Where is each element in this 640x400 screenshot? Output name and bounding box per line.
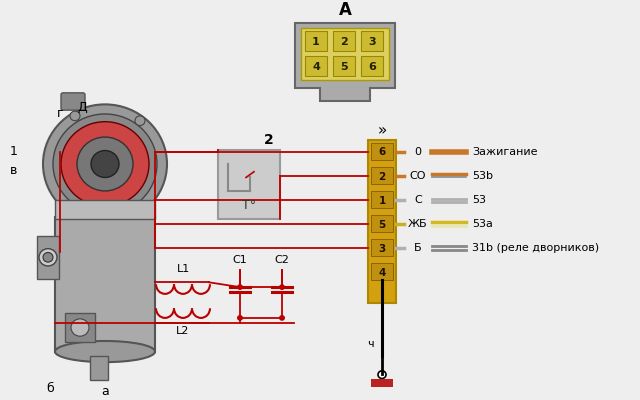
Circle shape <box>237 284 243 290</box>
Polygon shape <box>295 23 395 102</box>
Text: CO: CO <box>410 170 426 180</box>
Circle shape <box>70 111 80 121</box>
Bar <box>55 217 155 352</box>
Text: Б: Б <box>414 243 422 253</box>
Text: Д: Д <box>77 101 87 114</box>
Text: Зажигание: Зажигание <box>472 146 538 156</box>
Text: а: а <box>101 386 109 398</box>
Text: 4: 4 <box>378 268 386 278</box>
Circle shape <box>39 249 57 266</box>
Text: 5: 5 <box>340 62 348 72</box>
Bar <box>37 236 59 280</box>
Text: 3: 3 <box>368 37 376 47</box>
Bar <box>333 56 355 76</box>
Circle shape <box>61 122 149 206</box>
Text: 1: 1 <box>312 37 320 47</box>
Text: 1: 1 <box>378 196 386 206</box>
Text: »: » <box>378 123 387 138</box>
Text: T°: T° <box>242 199 256 212</box>
Text: 2: 2 <box>340 37 348 47</box>
Circle shape <box>77 137 133 191</box>
Circle shape <box>237 315 243 321</box>
Bar <box>371 263 393 280</box>
Text: ЖБ: ЖБ <box>408 219 428 229</box>
Text: C1: C1 <box>232 255 248 265</box>
Bar <box>371 380 393 387</box>
Bar <box>55 200 155 219</box>
Circle shape <box>378 371 386 378</box>
Text: 31b (реле дворников): 31b (реле дворников) <box>472 243 599 253</box>
Text: в: в <box>10 164 18 177</box>
Bar <box>305 56 327 76</box>
Circle shape <box>43 252 53 262</box>
Text: 4: 4 <box>312 62 320 72</box>
Bar <box>90 356 108 380</box>
Text: L2: L2 <box>176 326 189 336</box>
Text: 2: 2 <box>264 133 274 147</box>
Text: 6: 6 <box>368 62 376 72</box>
Text: L1: L1 <box>177 264 189 274</box>
Circle shape <box>279 284 285 290</box>
Bar <box>371 215 393 232</box>
Bar <box>371 143 393 160</box>
Bar <box>301 28 389 80</box>
Text: C: C <box>414 194 422 204</box>
Text: A: A <box>339 1 351 19</box>
Text: 2: 2 <box>378 172 386 182</box>
Text: 3: 3 <box>378 244 386 254</box>
Text: 53: 53 <box>472 194 486 204</box>
Text: г: г <box>57 108 63 120</box>
Bar <box>371 191 393 208</box>
Bar <box>218 150 280 219</box>
Bar <box>371 239 393 256</box>
Text: 1: 1 <box>10 145 18 158</box>
Circle shape <box>279 315 285 321</box>
Text: 53а: 53а <box>472 219 493 229</box>
Circle shape <box>53 114 157 214</box>
Bar <box>371 167 393 184</box>
Circle shape <box>135 116 145 126</box>
Text: 6: 6 <box>378 148 386 158</box>
Bar <box>333 31 355 50</box>
Bar <box>368 140 396 304</box>
Bar <box>305 31 327 50</box>
Circle shape <box>91 150 119 178</box>
Text: 5: 5 <box>378 220 386 230</box>
Ellipse shape <box>55 341 155 362</box>
Text: б: б <box>46 382 54 395</box>
FancyBboxPatch shape <box>61 93 85 110</box>
Text: C2: C2 <box>275 255 289 265</box>
Text: 0: 0 <box>415 146 422 156</box>
Bar <box>361 31 383 50</box>
Text: 53b: 53b <box>472 170 493 180</box>
Circle shape <box>71 319 89 336</box>
Text: ч: ч <box>367 339 373 349</box>
Bar <box>65 313 95 342</box>
Circle shape <box>43 104 167 224</box>
Bar <box>361 56 383 76</box>
